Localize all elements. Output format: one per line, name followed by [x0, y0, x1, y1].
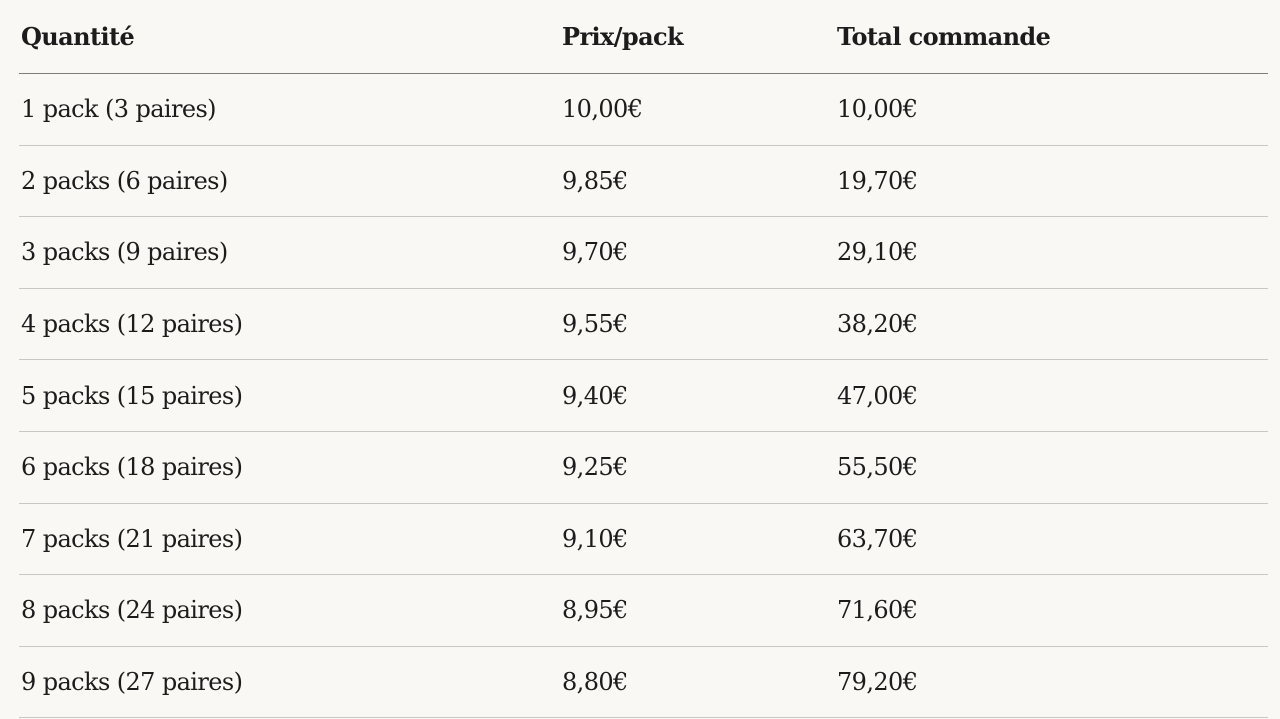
table-row: 2 packs (6 paires) 9,85€ 19,70€	[19, 145, 1268, 218]
total-cell: 10,00€	[835, 73, 1268, 146]
price-cell: 9,40€	[560, 359, 835, 432]
column-header-price-per-pack: Prix/pack	[560, 0, 835, 74]
table-row: 8 packs (24 paires) 8,95€ 71,60€	[19, 574, 1268, 647]
total-cell: 29,10€	[835, 216, 1268, 289]
price-cell: 9,70€	[560, 216, 835, 289]
quantity-cell: 9 packs (27 paires)	[19, 646, 560, 719]
quantity-cell: 7 packs (21 paires)	[19, 503, 560, 576]
quantity-cell: 6 packs (18 paires)	[19, 431, 560, 504]
price-cell: 9,55€	[560, 288, 835, 361]
table-row: 4 packs (12 paires) 9,55€ 38,20€	[19, 288, 1268, 361]
quantity-cell: 5 packs (15 paires)	[19, 359, 560, 432]
total-cell: 79,20€	[835, 646, 1268, 719]
total-cell: 47,00€	[835, 359, 1268, 432]
table-row: 7 packs (21 paires) 9,10€ 63,70€	[19, 503, 1268, 576]
pricing-table: Quantité Prix/pack Total commande 1 pack…	[19, 0, 1268, 719]
total-cell: 38,20€	[835, 288, 1268, 361]
quantity-cell: 1 pack (3 paires)	[19, 73, 560, 146]
table-header: Quantité Prix/pack Total commande	[19, 0, 1268, 74]
quantity-cell: 2 packs (6 paires)	[19, 145, 560, 218]
table-row: 6 packs (18 paires) 9,25€ 55,50€	[19, 431, 1268, 504]
total-cell: 63,70€	[835, 503, 1268, 576]
total-cell: 19,70€	[835, 145, 1268, 218]
price-cell: 9,85€	[560, 145, 835, 218]
quantity-cell: 4 packs (12 paires)	[19, 288, 560, 361]
table-row: 5 packs (15 paires) 9,40€ 47,00€	[19, 359, 1268, 432]
table-row: 3 packs (9 paires) 9,70€ 29,10€	[19, 216, 1268, 289]
total-cell: 71,60€	[835, 574, 1268, 647]
pricing-table-container: Quantité Prix/pack Total commande 1 pack…	[19, 0, 1268, 719]
table-row: 9 packs (27 paires) 8,80€ 79,20€	[19, 646, 1268, 719]
column-header-order-total: Total commande	[835, 0, 1268, 74]
header-row: Quantité Prix/pack Total commande	[19, 0, 1268, 74]
quantity-cell: 8 packs (24 paires)	[19, 574, 560, 647]
table-body: 1 pack (3 paires) 10,00€ 10,00€ 2 packs …	[19, 73, 1268, 719]
total-cell: 55,50€	[835, 431, 1268, 504]
column-header-quantity: Quantité	[19, 0, 560, 74]
price-cell: 10,00€	[560, 73, 835, 146]
quantity-cell: 3 packs (9 paires)	[19, 216, 560, 289]
price-cell: 8,95€	[560, 574, 835, 647]
price-cell: 8,80€	[560, 646, 835, 719]
table-row: 1 pack (3 paires) 10,00€ 10,00€	[19, 73, 1268, 146]
price-cell: 9,10€	[560, 503, 835, 576]
price-cell: 9,25€	[560, 431, 835, 504]
